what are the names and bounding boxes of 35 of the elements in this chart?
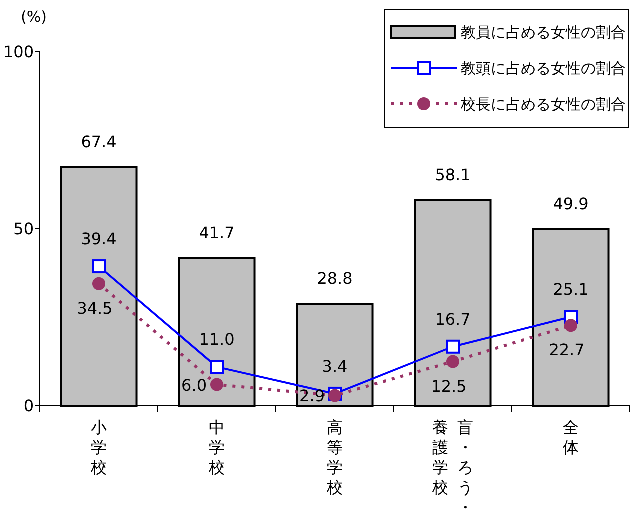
- legend-label: 教頭に占める女性の割合: [461, 59, 626, 78]
- category-label: 盲・ろう・養護学校: [432, 418, 474, 517]
- x-tick-label: 高等学校: [326, 418, 344, 499]
- data-label: 41.7: [199, 223, 235, 242]
- data-label: 11.0: [199, 330, 235, 350]
- y-tick-label: 0: [24, 396, 34, 416]
- data-label: 39.4: [81, 230, 117, 249]
- x-tick-label: 小学校: [90, 418, 108, 479]
- point: [92, 277, 106, 290]
- data-label: 12.5: [431, 376, 467, 396]
- data-label: 49.9: [553, 194, 589, 214]
- point: [92, 260, 106, 274]
- data-label: 58.1: [435, 165, 471, 184]
- data-label: 2.9: [300, 386, 325, 406]
- point: [446, 355, 460, 368]
- data-label: 22.7: [549, 340, 585, 360]
- data-label: 3.4: [322, 356, 348, 376]
- data-label: 6.0: [182, 376, 207, 395]
- x-tick-label: 全体: [562, 418, 580, 459]
- data-label: 25.1: [553, 280, 589, 300]
- x-tick-label: 中学校: [208, 418, 226, 479]
- point: [328, 389, 342, 402]
- data-label: 28.8: [317, 269, 353, 288]
- point: [446, 340, 460, 354]
- data-label: 34.5: [77, 298, 113, 318]
- point: [210, 378, 224, 392]
- data-label: 16.7: [435, 310, 471, 329]
- point: [564, 319, 578, 332]
- point: [210, 360, 224, 374]
- data-label: 67.4: [81, 132, 117, 152]
- legend-label: 教員に占める女性の割合: [461, 23, 626, 42]
- y-tick-label: 50: [14, 220, 34, 239]
- legend-label: 校長に占める女性の割合: [460, 95, 626, 114]
- y-tick-label: 100: [3, 42, 34, 62]
- y-axis-title: (%): [21, 8, 47, 26]
